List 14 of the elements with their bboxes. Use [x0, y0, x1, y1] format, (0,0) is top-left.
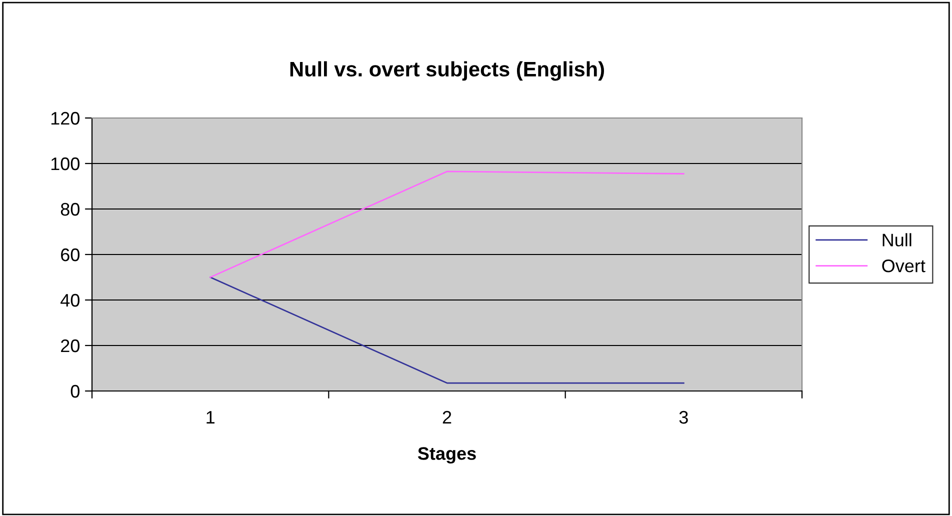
y-tick-label: 60: [61, 248, 80, 262]
x-tick-label: 1: [206, 411, 214, 424]
y-tick-label: 80: [60, 202, 80, 216]
x-axis-title: Stages: [418, 447, 476, 464]
y-tick-label: 120: [51, 112, 80, 125]
y-tick-label: 0: [70, 384, 80, 398]
y-tick-label: 20: [61, 339, 80, 352]
chart-title: Null vs. overt subjects (English): [290, 61, 604, 81]
y-tick-label: 100: [51, 157, 80, 170]
legend-label: Overt: [882, 259, 926, 272]
legend-label: Null: [882, 233, 912, 246]
y-tick-label: 40: [60, 294, 80, 307]
x-tick-label: 3: [679, 410, 688, 424]
x-tick-label: 2: [442, 410, 452, 424]
